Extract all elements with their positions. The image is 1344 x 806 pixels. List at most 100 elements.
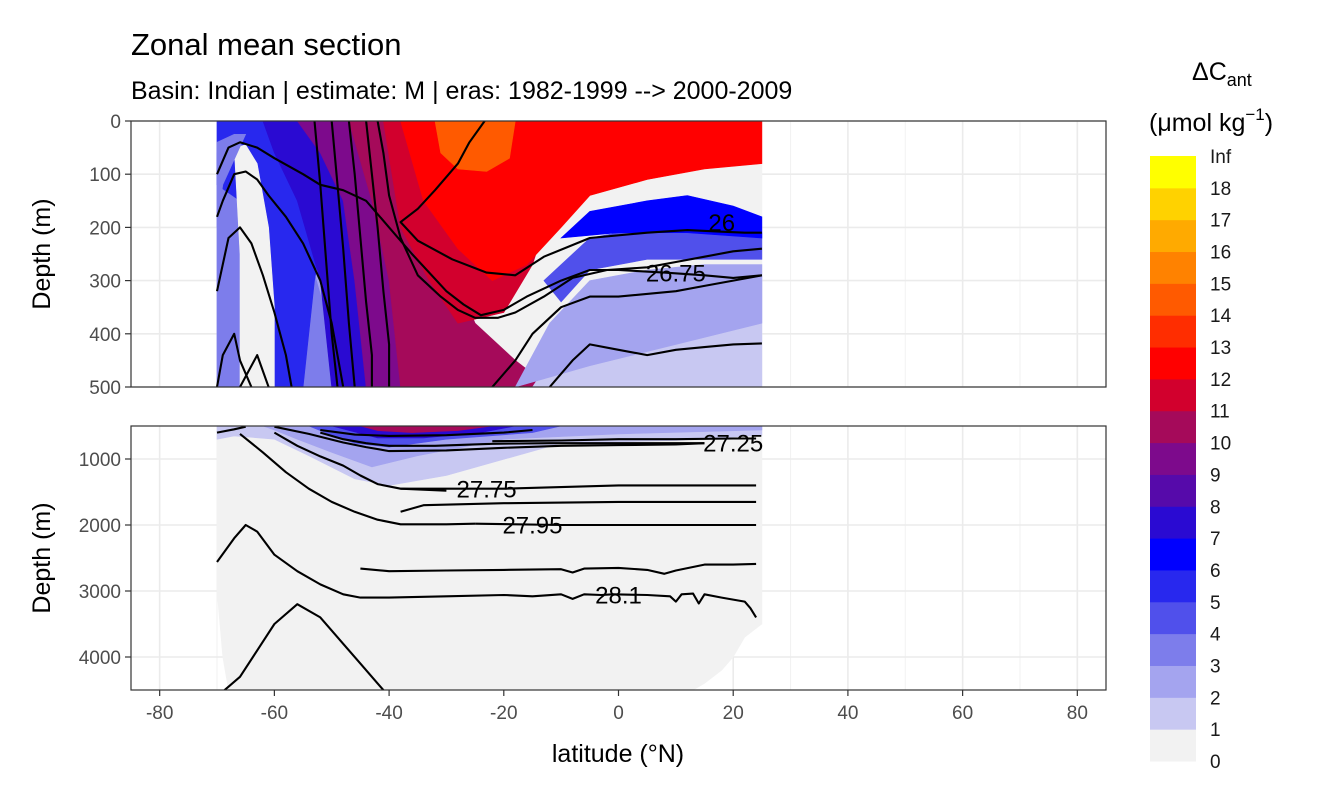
isopycnal-label-27.95: 27.95 (502, 512, 562, 539)
y-tick-label: 400 (89, 325, 121, 346)
x-tick-label: 60 (952, 703, 973, 724)
legend-swatch-12 (1150, 347, 1196, 380)
legend-swatch-3 (1150, 633, 1196, 666)
legend: ΔCant (μmol kg−1) 0123456789101112131415… (1149, 58, 1273, 773)
panel-upper-y-axis: 0 100 200 300 400 500 (89, 112, 131, 399)
isopycnal-label-26: 26 (708, 210, 735, 237)
legend-swatch-15 (1150, 251, 1196, 284)
y-tick-label: 2000 (79, 516, 121, 537)
legend-unit-exp: −1 (1245, 105, 1264, 124)
isopycnal-line (491, 274, 763, 387)
legend-swatch-6 (1150, 538, 1196, 571)
field-region-southern-0 (233, 144, 275, 387)
legend-swatch-13 (1150, 315, 1196, 348)
isopycnal-line-26 (399, 121, 762, 277)
legend-colorbar (1150, 156, 1196, 762)
isopycnal-line (330, 121, 356, 387)
isopycnal-line (376, 121, 762, 319)
legend-swatch-0 (1150, 729, 1196, 762)
chart-title: Zonal mean section (131, 27, 402, 62)
legend-swatch-9 (1150, 442, 1196, 475)
field-region-deep-10 (360, 426, 493, 433)
isopycnal-label-27.25: 27.25 (703, 431, 763, 458)
y-tick-label: 200 (89, 218, 121, 239)
panel-lower-field (216, 426, 763, 690)
field-region-deep-0 (216, 426, 763, 690)
legend-level-label: 18 (1210, 179, 1231, 200)
isopycnal-line-27.25 (320, 431, 705, 447)
legend-level-label: 15 (1210, 274, 1231, 295)
legend-title: ΔCant (1192, 58, 1252, 90)
y-tick-label: 0 (110, 112, 121, 133)
isopycnal-line (475, 522, 757, 527)
legend-unit-open: (μmol kg (1149, 109, 1245, 137)
legend-level-label: 14 (1210, 306, 1232, 327)
legend-level-label: 4 (1210, 625, 1221, 646)
legend-level-label: 11 (1210, 402, 1230, 423)
isopycnal-line (313, 121, 339, 387)
isopycnal-line (239, 354, 270, 387)
x-tick-label: 40 (837, 703, 858, 724)
isopycnal-line (347, 121, 373, 387)
legend-level-label: Inf (1210, 147, 1232, 168)
isopycnal-line (320, 428, 533, 437)
legend-swatch-18 (1150, 156, 1196, 189)
panel-lower-y-axis-title: Depth (m) (28, 502, 56, 613)
isopycnal-line (612, 592, 757, 618)
panel-lower-y-axis: 1000 2000 3000 4000 (79, 450, 131, 669)
isopycnal-line (215, 226, 293, 387)
panel-lower-isopycnals (216, 426, 757, 690)
legend-level-label: 3 (1210, 656, 1221, 677)
x-tick-label: -40 (375, 703, 402, 724)
legend-swatch-2 (1150, 665, 1196, 698)
legend-level-label: 0 (1210, 752, 1221, 773)
legend-title-main: ΔC (1192, 58, 1227, 86)
legend-swatch-16 (1150, 219, 1196, 253)
legend-level-label: 17 (1210, 211, 1231, 232)
legend-level-label: 1 (1210, 720, 1221, 741)
legend-swatch-14 (1150, 283, 1196, 316)
legend-swatch-8 (1150, 474, 1196, 507)
x-tick-label: 0 (613, 703, 624, 724)
y-tick-label: 1000 (79, 450, 121, 471)
isopycnal-line-28.1 (216, 523, 613, 600)
legend-level-label: 13 (1210, 338, 1231, 359)
isopycnal-label-28.1: 28.1 (595, 582, 642, 609)
isopycnal-line (216, 426, 246, 434)
legend-level-label: 9 (1210, 465, 1221, 486)
isopycnal-line (215, 332, 253, 387)
x-axis: -80 -60 -40 -20 0 20 40 60 80 (146, 690, 1088, 724)
legend-swatch-5 (1150, 569, 1196, 603)
isopycnal-line (548, 342, 762, 387)
isopycnal-label-26.75: 26.75 (646, 261, 706, 288)
panel-lower: 27.25 27.75 27.95 28.1 1000 2000 3000 4000 Dep… (28, 425, 1107, 691)
isopycnal-line (274, 426, 705, 453)
legend-level-label: 5 (1210, 593, 1221, 614)
isopycnal-line (492, 437, 757, 443)
legend-level-label: 7 (1210, 529, 1221, 550)
isopycnal-line (400, 500, 757, 513)
y-tick-label: 100 (89, 165, 121, 186)
x-axis-title: latitude (°N) (552, 740, 684, 768)
x-tick-label: 80 (1067, 703, 1088, 724)
legend-swatch-11 (1150, 378, 1196, 412)
y-tick-label: 500 (89, 378, 121, 399)
isopycnal-line (216, 170, 345, 387)
x-tick-label: 20 (723, 703, 744, 724)
legend-level-label: 10 (1210, 434, 1231, 455)
x-tick-label: -20 (490, 703, 517, 724)
isopycnal-line-27.95 (239, 433, 476, 526)
isopycnal-line (400, 484, 757, 490)
x-tick-label: -80 (146, 703, 173, 724)
legend-level-label: 2 (1210, 688, 1221, 709)
panel-upper-field (216, 121, 763, 387)
y-tick-label: 4000 (79, 648, 121, 669)
y-tick-label: 300 (89, 272, 121, 293)
y-tick-label: 3000 (79, 582, 121, 603)
isopycnal-line-27.75 (273, 431, 447, 492)
isopycnal-line (365, 121, 391, 387)
